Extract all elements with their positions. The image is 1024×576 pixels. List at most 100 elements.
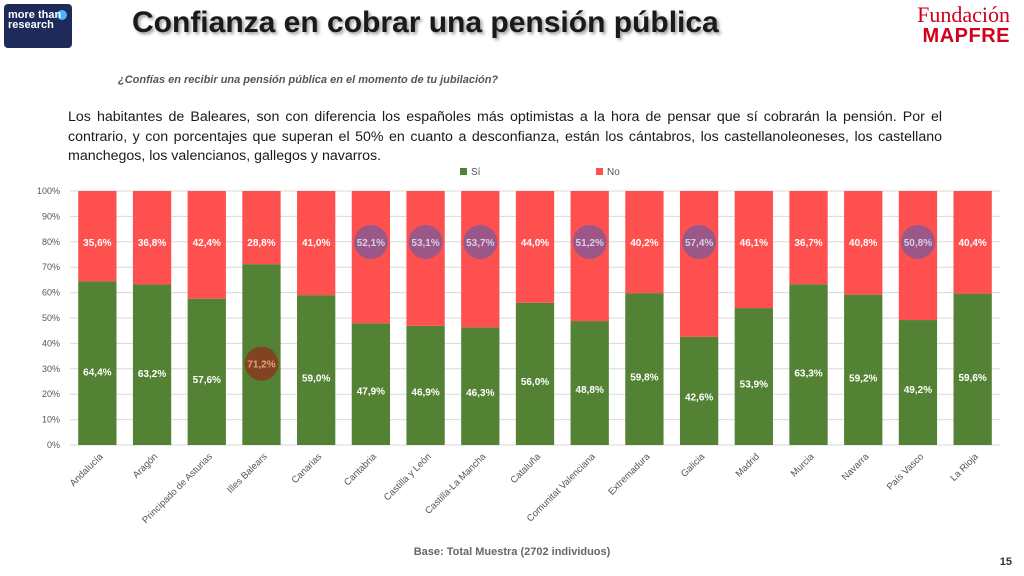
legend-label: No — [607, 167, 620, 178]
y-tick-label: 60% — [42, 288, 60, 298]
page-number: 15 — [999, 556, 1012, 568]
data-label-no: 36,8% — [138, 238, 166, 249]
data-label-si: 49,2% — [904, 385, 932, 396]
x-tick-label: Madrid — [734, 451, 762, 479]
x-tick-label: Murcia — [789, 451, 817, 479]
y-tick-label: 0% — [47, 440, 60, 450]
x-tick-label: País Vasco — [885, 451, 926, 492]
data-label-no: 52,1% — [357, 238, 385, 249]
more-than-research-logo: more than research — [4, 4, 72, 48]
data-label-si: 63,2% — [138, 369, 166, 380]
data-label-si: 56,0% — [521, 377, 549, 388]
data-label-no: 28,8% — [247, 238, 275, 249]
x-tick-label: La Rioja — [948, 451, 981, 484]
highlight-circle — [408, 225, 443, 259]
x-tick-label: Cataluña — [508, 451, 543, 486]
data-label-si: 71,2% — [247, 360, 275, 371]
data-label-si: 59,8% — [630, 373, 658, 384]
data-label-si: 64,4% — [83, 367, 111, 378]
bar-si — [515, 302, 555, 445]
logo-globe-icon — [57, 10, 67, 20]
bar-no — [297, 191, 336, 296]
legend-swatch — [460, 168, 467, 175]
page-title: Confianza en cobrar una pensión pública — [132, 6, 719, 39]
data-label-no: 36,7% — [794, 238, 822, 249]
legend-swatch — [596, 168, 603, 175]
summary-paragraph: Los habitantes de Baleares, son con dife… — [68, 109, 942, 164]
highlight-circle — [572, 225, 607, 259]
data-label-no: 40,4% — [958, 238, 986, 249]
data-label-no: 51,2% — [576, 238, 604, 249]
bar-no — [953, 191, 992, 294]
data-label-no: 40,8% — [849, 238, 877, 249]
data-label-si: 42,6% — [685, 392, 713, 403]
bar-si — [406, 325, 445, 445]
bar-si — [570, 321, 609, 445]
bar-si — [898, 320, 938, 445]
bar-si — [953, 293, 992, 445]
x-tick-label: Navarra — [840, 451, 872, 483]
bar-no — [679, 191, 719, 337]
y-tick-label: 80% — [42, 237, 60, 247]
bar-si — [679, 336, 719, 445]
data-label-si: 46,9% — [411, 387, 439, 398]
bar-no — [515, 191, 555, 303]
y-tick-label: 20% — [42, 389, 60, 399]
bar-no — [461, 191, 500, 328]
y-tick-label: 70% — [42, 262, 60, 272]
highlight-circle — [682, 225, 717, 259]
bar-no — [789, 191, 828, 285]
bar-no — [844, 191, 883, 295]
data-label-si: 59,0% — [302, 374, 330, 385]
bar-no — [132, 191, 172, 285]
x-tick-label: Canarias — [290, 451, 325, 486]
bar-si — [844, 294, 883, 445]
x-tick-label: Castilla y León — [382, 451, 434, 503]
y-tick-label: 10% — [42, 415, 60, 425]
data-label-si: 47,9% — [357, 386, 385, 397]
y-tick-label: 30% — [42, 364, 60, 374]
bar-si — [461, 327, 500, 445]
data-label-no: 53,7% — [466, 238, 494, 249]
x-tick-label: Cantabria — [342, 451, 379, 488]
data-label-no: 53,1% — [411, 238, 439, 249]
brand-logo: Fundación MAPFRE — [917, 2, 1010, 47]
bar-no — [625, 191, 664, 294]
data-label-no: 41,0% — [302, 238, 330, 249]
highlight-circle — [900, 225, 935, 259]
bar-si — [78, 281, 117, 445]
brand-line1: Fundación — [917, 2, 1010, 27]
bar-si — [297, 295, 336, 445]
data-label-no: 44,0% — [521, 238, 549, 249]
y-tick-label: 90% — [42, 211, 60, 221]
data-label-no: 46,1% — [740, 238, 768, 249]
highlight-circle — [463, 225, 498, 259]
data-label-no: 57,4% — [685, 238, 713, 249]
data-label-si: 53,9% — [740, 379, 768, 390]
bar-no — [734, 191, 773, 309]
legend-label: Sí — [471, 167, 481, 178]
bar-no — [78, 191, 117, 282]
data-label-no: 42,4% — [193, 238, 221, 249]
y-tick-label: 100% — [37, 186, 60, 196]
data-label-no: 35,6% — [83, 238, 111, 249]
x-tick-label: Castilla-La Mancha — [423, 451, 489, 517]
data-label-si: 48,8% — [576, 385, 604, 396]
bar-si — [734, 308, 773, 445]
x-tick-label: Aragón — [131, 451, 160, 480]
bar-no — [187, 191, 226, 299]
brand-line2: MAPFRE — [922, 25, 1010, 47]
bar-si — [132, 284, 172, 445]
data-label-no: 50,8% — [904, 238, 932, 249]
data-label-si: 59,6% — [958, 373, 986, 384]
stacked-bar-chart: 0% 10% 20% 30% 40% 50% 60% 70% 80% 90% 100% Sí No 35,… — [37, 167, 1000, 526]
x-tick-label: Andalucía — [68, 451, 106, 489]
survey-question: ¿Confías en recibir una pensión pública … — [118, 74, 499, 86]
data-label-si: 57,6% — [193, 375, 221, 386]
highlight-circle — [244, 346, 279, 381]
x-tick-label: Galicia — [679, 451, 708, 480]
x-tick-label: Illes Balears — [225, 451, 270, 496]
data-label-si: 46,3% — [466, 388, 494, 399]
y-tick-label: 50% — [42, 313, 60, 323]
bar-si — [625, 293, 664, 445]
